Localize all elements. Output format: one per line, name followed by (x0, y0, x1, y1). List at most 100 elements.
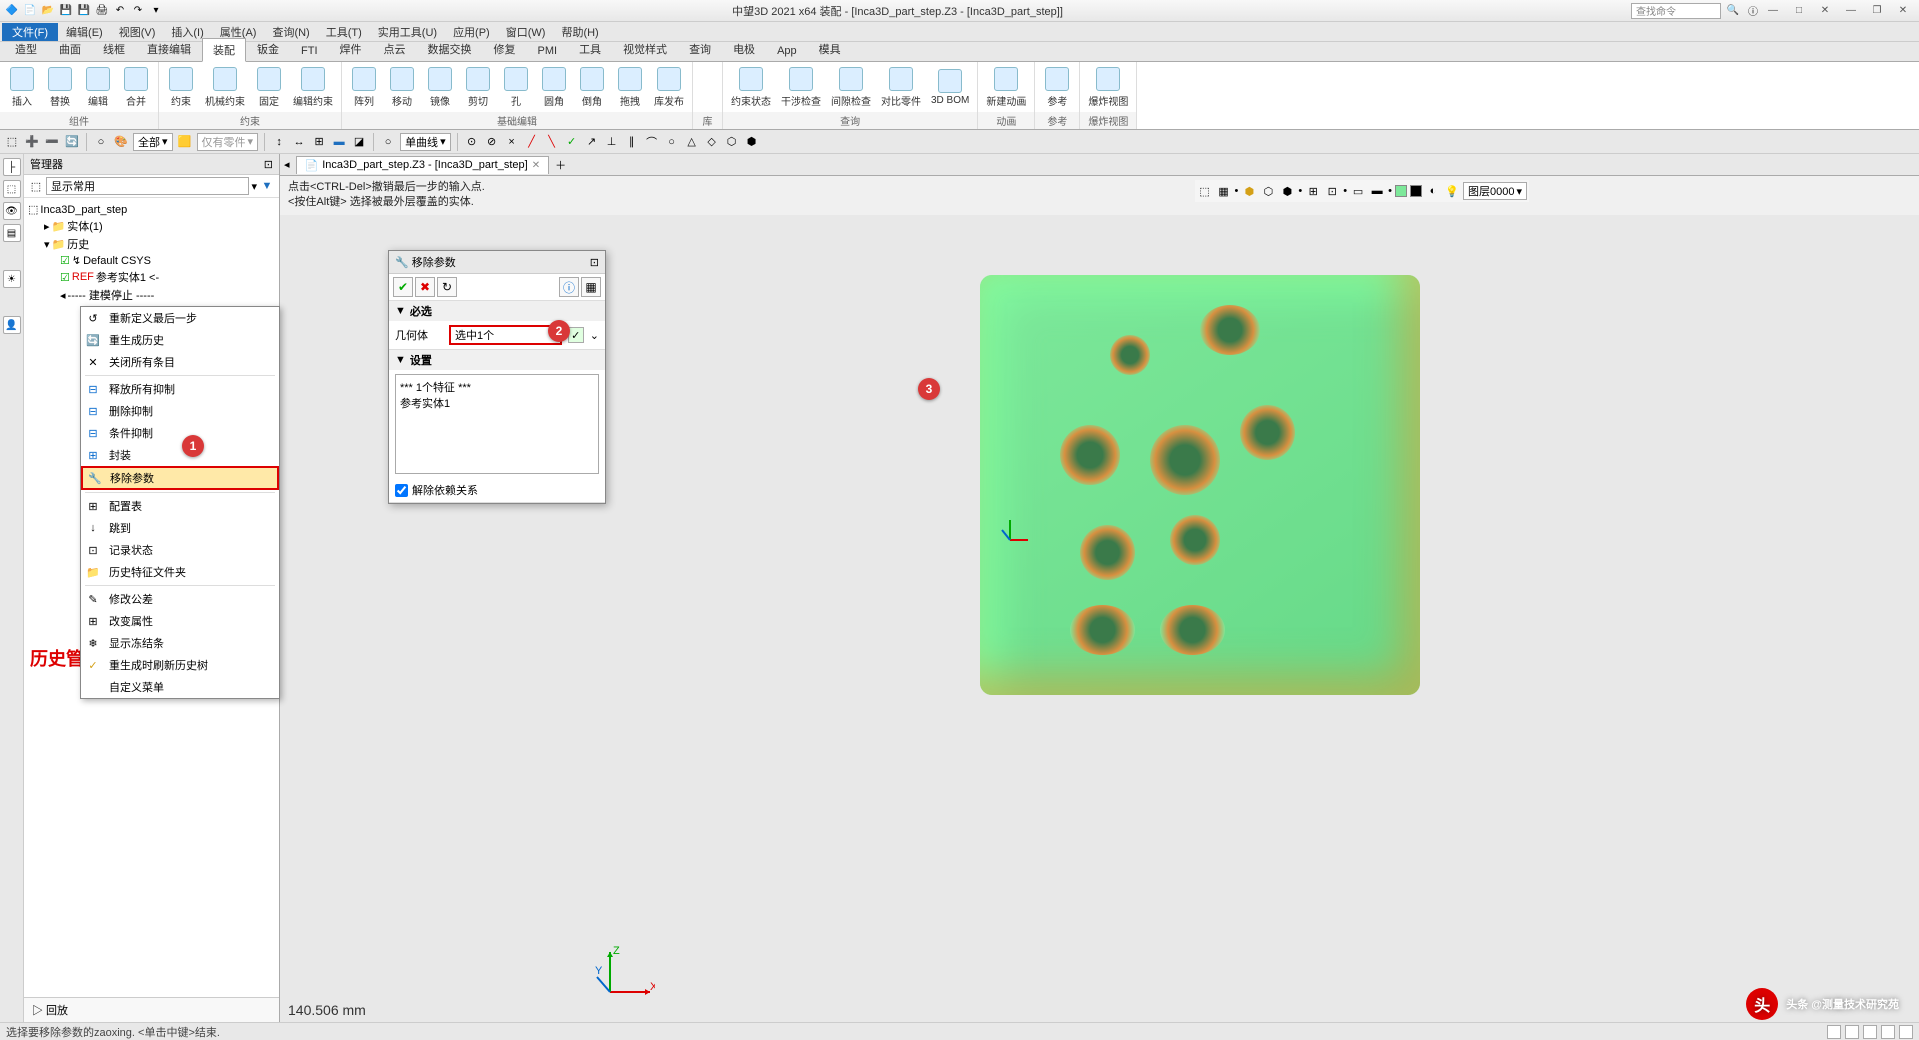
layer-combo[interactable]: 图层0000▾ (1463, 182, 1527, 200)
sidebar-user-icon[interactable]: 👤 (3, 316, 21, 334)
cancel-button[interactable]: ✖ (415, 277, 435, 297)
ribbon-button[interactable]: 编辑 (80, 65, 116, 110)
cm-item[interactable]: ↺重新定义最后一步 (81, 307, 279, 329)
dialog-title[interactable]: 🔧 移除参数 ⊡ (389, 251, 605, 274)
close-tab-icon[interactable]: ✕ (532, 160, 540, 171)
pin-icon[interactable]: ⊡ (264, 158, 273, 171)
curve-combo[interactable]: 单曲线▾ (400, 133, 451, 151)
filter-combo[interactable]: 仅有零件▾ (197, 133, 259, 151)
vt-icon[interactable]: ⬢ (1279, 183, 1295, 199)
cm-item[interactable]: ↓跳到 (81, 517, 279, 539)
ribbon-tab[interactable]: 模具 (808, 37, 852, 61)
cm-item[interactable]: ✓重生成时刷新历史树 (81, 654, 279, 676)
vt-icon[interactable]: ▦ (1216, 183, 1232, 199)
filter-combo[interactable]: 显示常用 (46, 177, 249, 195)
dropdown-icon[interactable]: ▾ (251, 180, 257, 193)
print-icon[interactable]: 🖨 (94, 3, 110, 19)
ribbon-tab[interactable]: 查询 (678, 37, 722, 61)
tree-root[interactable]: ⬚ Inca3D_part_step (28, 202, 275, 217)
cm-item-highlighted[interactable]: 🔧移除参数 (81, 466, 279, 490)
tb-icon[interactable]: ▬ (331, 134, 347, 150)
ribbon-button[interactable]: 新建动画 (982, 65, 1030, 110)
tree-node[interactable]: ☑ ↯ Default CSYS (28, 253, 275, 268)
sidebar-asm-icon[interactable]: ⬚ (3, 180, 21, 198)
cm-item[interactable]: ❄显示冻结条 (81, 632, 279, 654)
open-icon[interactable]: 📂 (40, 3, 56, 19)
cm-item[interactable]: ⊟释放所有抑制 (81, 378, 279, 400)
search-icon[interactable]: 🔍 (1725, 3, 1741, 19)
saveall-icon[interactable]: 💾 (76, 3, 92, 19)
color-swatch[interactable] (1410, 185, 1422, 197)
info-button[interactable]: ⓘ (559, 277, 579, 297)
ribbon-button[interactable]: 固定 (251, 65, 287, 110)
ribbon-button[interactable]: 干涉检查 (777, 65, 825, 110)
color-swatch[interactable] (1395, 185, 1407, 197)
cm-item[interactable]: 🔄重生成历史 (81, 329, 279, 351)
ribbon-tab[interactable]: 曲面 (48, 37, 92, 61)
tree-node[interactable]: ☑ REF 参考实体1 <- (28, 268, 275, 286)
status-icon[interactable] (1881, 1025, 1895, 1039)
tb-icon[interactable]: ⊘ (484, 134, 500, 150)
tb-icon[interactable]: ⊞ (311, 134, 327, 150)
status-icon[interactable] (1863, 1025, 1877, 1039)
status-icon[interactable] (1827, 1025, 1841, 1039)
ribbon-tab[interactable]: PMI (527, 41, 569, 61)
child-restore-button[interactable]: ❐ (1865, 3, 1889, 19)
undo-icon[interactable]: ↶ (112, 3, 128, 19)
vt-icon[interactable]: ⬚ (1197, 183, 1213, 199)
ribbon-button[interactable]: 移动 (384, 65, 420, 110)
ribbon-tab[interactable]: 修复 (483, 37, 527, 61)
ribbon-tab[interactable]: 造型 (4, 37, 48, 61)
ribbon-tab[interactable]: 焊件 (329, 37, 373, 61)
ribbon-button[interactable]: 阵列 (346, 65, 382, 110)
tb-icon[interactable]: ∥ (624, 134, 640, 150)
tb-icon[interactable]: ⊥ (604, 134, 620, 150)
cm-item[interactable]: 自定义菜单 (81, 676, 279, 698)
ribbon-tab[interactable]: 工具 (568, 37, 612, 61)
vt-icon[interactable]: ⬡ (1260, 183, 1276, 199)
ribbon-button[interactable]: 库发布 (650, 65, 688, 110)
ribbon-tab[interactable]: FTI (290, 41, 329, 61)
cm-item[interactable]: ⊞封装 (81, 444, 279, 466)
vt-icon[interactable]: ⬢ (1241, 183, 1257, 199)
ribbon-tab[interactable]: 电极 (722, 37, 766, 61)
tb-icon[interactable]: × (504, 134, 520, 150)
tb-icon[interactable]: ○ (93, 134, 109, 150)
ribbon-tab[interactable]: 钣金 (246, 37, 290, 61)
dialog-close-icon[interactable]: ⊡ (590, 256, 599, 269)
tb-icon[interactable]: ○ (380, 134, 396, 150)
ribbon-button[interactable]: 间隙检查 (827, 65, 875, 110)
status-icon[interactable] (1845, 1025, 1859, 1039)
geometry-field[interactable]: 选中1个 (449, 325, 562, 345)
vt-icon[interactable]: ◐ (1425, 183, 1441, 199)
tree-node[interactable]: ▾ 📁 历史 (28, 235, 275, 253)
ribbon-button[interactable]: 插入 (4, 65, 40, 110)
add-tab-icon[interactable]: ＋ (555, 157, 566, 173)
ribbon-button[interactable]: 圆角 (536, 65, 572, 110)
tree-node[interactable]: ▸ 📁 实体(1) (28, 217, 275, 235)
document-tab[interactable]: 📄 Inca3D_part_step.Z3 - [Inca3D_part_ste… (296, 156, 550, 174)
ribbon-button[interactable]: 拖拽 (612, 65, 648, 110)
ribbon-button[interactable]: 约束状态 (727, 65, 775, 110)
ribbon-tab[interactable]: 数据交换 (417, 37, 483, 61)
ribbon-button[interactable]: 爆炸视图 (1084, 65, 1132, 110)
tb-icon[interactable]: ⬡ (724, 134, 740, 150)
ribbon-button[interactable]: 合并 (118, 65, 154, 110)
ribbon-tab-active[interactable]: 装配 (202, 38, 246, 62)
cm-item[interactable]: ⊟删除抑制 (81, 400, 279, 422)
dropdown-icon[interactable]: ▾ (148, 3, 164, 19)
expand-icon[interactable]: ⌄ (590, 329, 599, 342)
tb-icon[interactable]: ○ (664, 134, 680, 150)
ribbon-tab[interactable]: 直接编辑 (136, 37, 202, 61)
cm-item[interactable]: ⊟条件抑制 (81, 422, 279, 444)
new-icon[interactable]: 📄 (22, 3, 38, 19)
ribbon-button[interactable]: 机械约束 (201, 65, 249, 110)
ribbon-button[interactable]: 3D BOM (927, 67, 973, 108)
ribbon-tab[interactable]: 点云 (373, 37, 417, 61)
tb-icon[interactable]: 🎨 (113, 134, 129, 150)
filter-icon[interactable]: ⬚ (28, 178, 44, 194)
sidebar-light-icon[interactable]: ☀ (3, 270, 21, 288)
filter2-icon[interactable]: ▼ (259, 178, 275, 194)
tb-icon[interactable]: ⊙ (464, 134, 480, 150)
settings-button[interactable]: ▦ (581, 277, 601, 297)
